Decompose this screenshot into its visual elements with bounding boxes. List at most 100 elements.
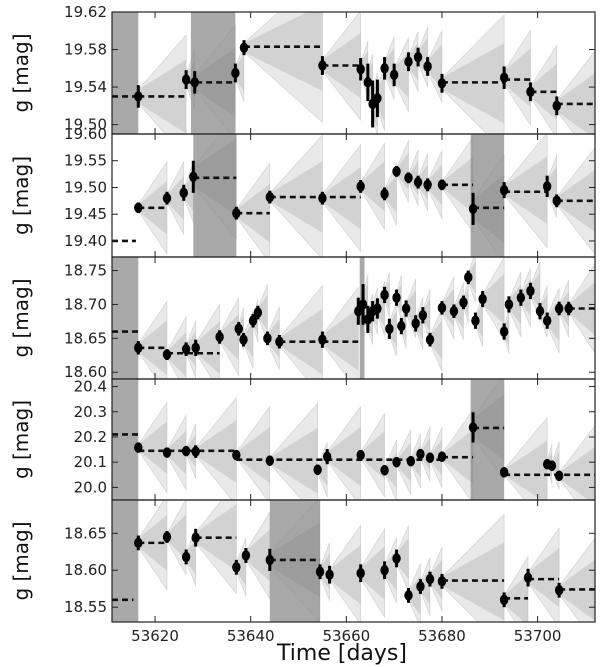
data-point-5 — [232, 449, 241, 461]
data-point-15 — [425, 573, 435, 585]
uncertainty-core-6 — [245, 529, 270, 582]
data-point-19 — [385, 323, 394, 335]
data-point-20 — [554, 470, 564, 481]
uncertainty-core-10 — [267, 319, 280, 358]
panel-3: 18.60 18.65 18.70 18.75 g [mag] — [9, 256, 596, 381]
uncertainty-core-26 — [441, 288, 454, 327]
data-point-9 — [380, 188, 389, 200]
data-point-20 — [392, 292, 401, 303]
data-point-14 — [425, 452, 435, 463]
data-point-4 — [231, 67, 240, 79]
y-tick-label: 19.58 — [64, 41, 107, 59]
data-point-16 — [437, 78, 447, 89]
uncertainty-core-6 — [322, 32, 361, 99]
data-point-14 — [437, 179, 447, 191]
data-point-13 — [404, 56, 413, 67]
uncertainty-core-3 — [186, 331, 196, 367]
gap-band-1 — [112, 500, 139, 622]
data-point-10 — [380, 465, 389, 476]
data-point-12 — [318, 334, 327, 345]
y-axis-label: g [mag] — [9, 33, 33, 112]
y-tick-label: 18.65 — [64, 524, 107, 542]
uncertainty-core-4 — [195, 420, 237, 483]
uncertainty-core-2 — [186, 61, 195, 99]
data-point-23 — [411, 318, 420, 329]
data-point-6 — [265, 455, 275, 466]
data-point-38 — [554, 303, 564, 314]
y-tick-label: 20.1 — [74, 453, 107, 471]
uncertainty-core-9 — [257, 295, 268, 331]
data-point-25 — [425, 334, 435, 345]
data-point-27 — [449, 306, 459, 317]
uncertainty-core-19 — [559, 559, 595, 621]
data-point-10 — [263, 333, 272, 344]
data-point-12 — [406, 455, 416, 467]
data-point-1 — [134, 202, 143, 213]
data-point-14 — [416, 581, 425, 592]
data-point-39 — [564, 303, 573, 314]
data-point-13 — [354, 306, 363, 317]
data-point-5 — [239, 42, 249, 53]
uncertainty-core-2 — [166, 332, 187, 377]
uncertainty-core-3 — [183, 174, 194, 212]
data-point-6 — [318, 60, 327, 71]
uncertainty-core-5 — [236, 427, 270, 484]
uncertainty-core-6 — [269, 161, 323, 233]
data-point-3 — [179, 187, 188, 199]
data-point-4 — [191, 446, 200, 457]
gap-band-1 — [112, 12, 139, 134]
y-tick-label: 18.60 — [64, 561, 107, 579]
data-point-9 — [356, 449, 365, 461]
uncertainty-core-17 — [547, 166, 557, 207]
data-point-1 — [134, 342, 143, 354]
data-point-13 — [416, 448, 425, 460]
uncertainty-core-12 — [322, 308, 359, 371]
x-tick-label: 53660 — [322, 627, 370, 645]
gap-band-1 — [112, 379, 139, 500]
uncertainty-core-13 — [427, 164, 442, 206]
data-point-12 — [392, 553, 401, 564]
uncertainty-core-10 — [360, 546, 385, 600]
y-tick-label: 20.3 — [74, 403, 107, 421]
uncertainty-core-14 — [430, 439, 442, 476]
uncertainty-core-9 — [384, 174, 397, 213]
data-point-2 — [162, 531, 172, 543]
data-point-3 — [190, 77, 199, 88]
data-point-1 — [134, 537, 143, 549]
data-point-7 — [239, 334, 248, 345]
uncertainty-core-6 — [269, 427, 318, 494]
data-point-17 — [373, 303, 382, 314]
data-point-26 — [437, 302, 447, 314]
data-point-29 — [464, 272, 473, 283]
y-tick-label: 20.4 — [74, 378, 107, 396]
gap-band-1 — [193, 134, 237, 257]
data-point-11 — [380, 565, 389, 576]
data-point-3 — [181, 343, 191, 355]
panel-4: 20.0 20.1 20.2 20.3 20.4 g [mag] — [9, 378, 596, 501]
uncertainty-core-18 — [528, 547, 560, 608]
uncertainty-core-15 — [430, 559, 442, 599]
y-tick-label: 19.45 — [64, 205, 107, 223]
x-tick-label: 53640 — [227, 627, 275, 645]
uncertainty-core-3 — [194, 47, 236, 117]
data-point-8 — [356, 181, 365, 192]
uncertainty-core-8 — [360, 161, 385, 212]
data-point-35 — [526, 285, 535, 297]
uncertainty-core-4 — [195, 321, 220, 375]
uncertainty-core-9 — [360, 430, 385, 480]
data-point-12 — [389, 69, 399, 81]
data-point-8 — [315, 566, 325, 577]
data-point-15 — [363, 314, 373, 325]
uncertainty-core-3 — [186, 538, 196, 575]
data-point-17 — [499, 72, 509, 83]
x-tick-label: 53680 — [418, 627, 466, 645]
uncertainty-core-2 — [166, 430, 187, 475]
data-point-14 — [358, 299, 368, 310]
data-point-3 — [181, 551, 191, 563]
panel-1: 19.50 19.54 19.58 19.62 g [mag] — [9, 3, 596, 135]
data-point-17 — [499, 467, 509, 478]
data-point-2 — [162, 447, 172, 458]
uncertainty-core-22 — [406, 290, 416, 327]
y-tick-label: 18.75 — [64, 262, 107, 280]
x-tick-label: 53700 — [514, 627, 562, 645]
